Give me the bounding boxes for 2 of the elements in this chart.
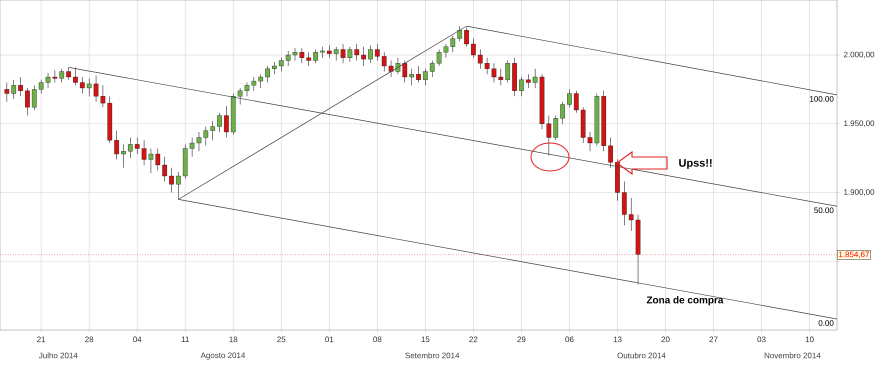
annotation: Zona de compra — [646, 296, 724, 306]
annotation: Upss!! — [679, 159, 712, 169]
